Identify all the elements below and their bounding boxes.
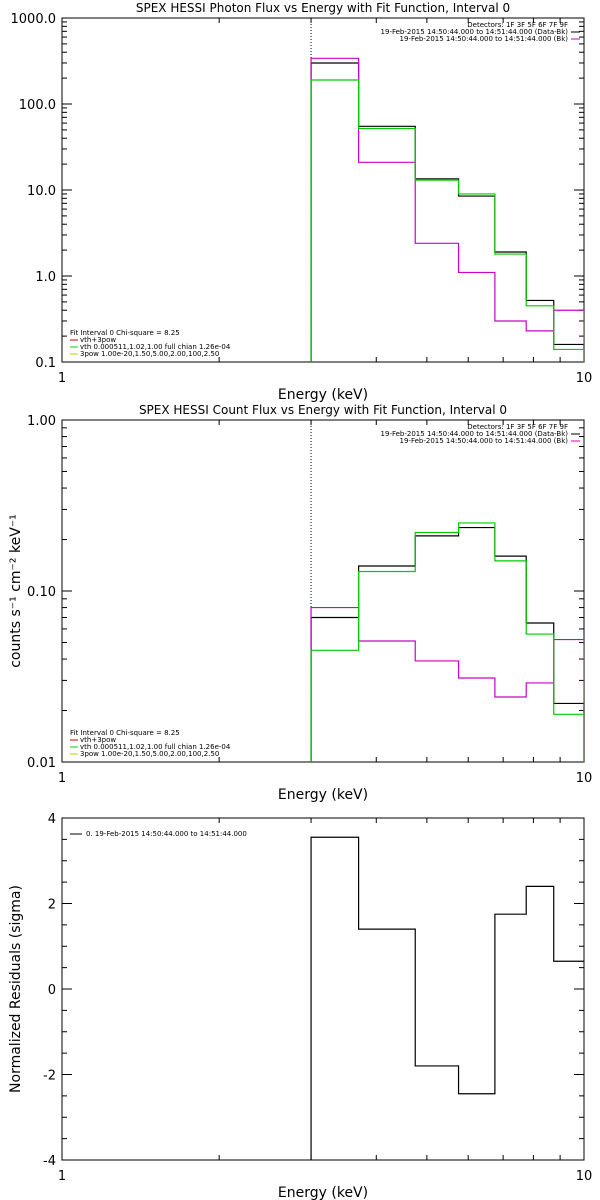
- series-line-1: [310, 606, 584, 762]
- x-tick-label: 1: [58, 371, 66, 386]
- x-tick-label: 10: [576, 771, 593, 786]
- x-axis-label: Energy (keV): [278, 387, 368, 403]
- series-line-0: [310, 526, 584, 762]
- panel-2: SPEX HESSI Count Flux vs Energy with Fit…: [8, 403, 592, 803]
- legend-bl-text: Fit Interval 0 Chi-square = 8.25: [70, 329, 180, 337]
- series-line-2: [310, 79, 584, 362]
- series-line-1: [310, 57, 584, 362]
- legend-tr-text: 19-Feb-2015 14:50:44.000 to 14:51:44.000…: [381, 28, 569, 36]
- legend-bl-text: 3pow 1.00e-20,1.50,5.00,2.00,100,2.50: [80, 350, 219, 358]
- legend-tr-text: 19-Feb-2015 14:50:44.000 to 14:51:44.000…: [381, 430, 569, 438]
- y-tick-label: 1000.0: [11, 12, 57, 27]
- legend-bl-text: vth+3pow: [80, 736, 116, 744]
- legend-tr-text: 19-Feb-2015 14:50:44.000 to 14:51:44.000…: [400, 437, 569, 445]
- legend-tl-text: 0. 19-Feb-2015 14:50:44.000 to 14:51:44.…: [86, 830, 247, 838]
- y-axis-label: Normalized Residuals (sigma): [8, 885, 24, 1093]
- y-axis-label: counts s⁻¹ cm⁻² keV⁻¹: [8, 514, 24, 668]
- y-tick-label: 1.0: [35, 270, 56, 285]
- series-group: [310, 57, 584, 362]
- y-tick-label: 0: [48, 983, 56, 998]
- y-tick-label: 2: [48, 898, 56, 913]
- legend-tr-text: 19-Feb-2015 14:50:44.000 to 14:51:44.000…: [400, 35, 569, 43]
- chart-title: SPEX HESSI Count Flux vs Energy with Fit…: [139, 403, 507, 417]
- legend-bl-text: vth 0.000511,1.02,1.00 full chian 1.26e-…: [80, 343, 231, 351]
- y-tick-label: 4: [48, 812, 56, 827]
- legend-bl-text: Fit Interval 0 Chi-square = 8.25: [70, 729, 180, 737]
- panel-3: 1 10 Energy (keV) -4 -2 0 2 4 Normalized Residua…: [8, 812, 592, 1200]
- x-tick-label: 1: [58, 1169, 66, 1184]
- y-axis: -4 -2 0 2 4 Normalized Residuals (sigma): [8, 812, 584, 1169]
- y-tick-label: 10.0: [27, 184, 56, 199]
- legend-bl-text: vth 0.000511,1.02,1.00 full chian 1.26e-…: [80, 743, 231, 751]
- series-line-0: [310, 62, 584, 362]
- x-tick-label: 10: [576, 1169, 593, 1184]
- series-line-0: [310, 836, 584, 1160]
- legend-tr-text: Detectors: 1F 3F 5F 6F 7F 9F: [467, 423, 568, 431]
- y-tick-label: -2: [43, 1069, 56, 1084]
- series-group: [310, 522, 584, 762]
- chart-title: SPEX HESSI Photon Flux vs Energy with Fi…: [136, 1, 510, 15]
- plot-frame: [61, 419, 585, 763]
- x-tick-label: 10: [576, 371, 593, 386]
- x-axis: 1 10 Energy (keV): [58, 818, 592, 1200]
- x-axis-label: Energy (keV): [278, 1185, 368, 1200]
- series-group: [310, 836, 584, 1160]
- y-tick-label: 1.00: [27, 414, 56, 429]
- legend-bl-text: 3pow 1.00e-20,1.50,5.00,2.00,100,2.50: [80, 750, 219, 758]
- y-axis: 0.01 0.10 1.00 counts s⁻¹ cm⁻² keV⁻¹: [8, 414, 584, 771]
- plot-frame: [61, 17, 585, 363]
- x-tick-label: 1: [58, 771, 66, 786]
- x-axis-label: Energy (keV): [278, 787, 368, 803]
- y-tick-label: -4: [43, 1154, 56, 1169]
- legend-tr-text: Detectors: 1F 3F 5F 6F 7F 9F: [467, 21, 568, 29]
- y-tick-label: 0.1: [35, 356, 56, 371]
- y-tick-label: 0.01: [27, 756, 56, 771]
- y-tick-label: 100.0: [19, 98, 56, 113]
- plot-frame: [61, 817, 585, 1161]
- series-line-2: [310, 522, 584, 762]
- y-axis: 0.1 1.0 10.0 100.0 1000.0: [11, 12, 584, 371]
- panel-1: SPEX HESSI Photon Flux vs Energy with Fi…: [11, 1, 593, 403]
- legend-bl-text: vth+3pow: [80, 336, 116, 344]
- y-tick-label: 0.10: [27, 585, 56, 600]
